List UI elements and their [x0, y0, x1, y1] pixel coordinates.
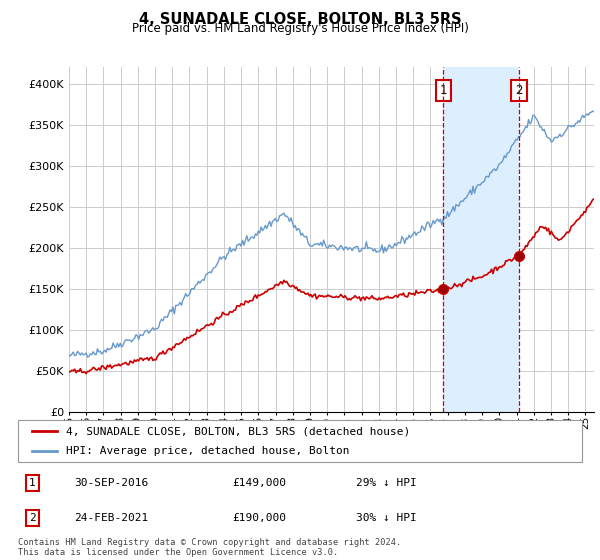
Text: 2: 2 [29, 513, 35, 523]
Text: £190,000: £190,000 [232, 513, 286, 523]
Text: 30-SEP-2016: 30-SEP-2016 [74, 478, 149, 488]
Text: 30% ↓ HPI: 30% ↓ HPI [356, 513, 417, 523]
Text: 4, SUNADALE CLOSE, BOLTON, BL3 5RS (detached house): 4, SUNADALE CLOSE, BOLTON, BL3 5RS (deta… [66, 426, 410, 436]
Text: 2: 2 [515, 83, 523, 97]
Text: £149,000: £149,000 [232, 478, 286, 488]
Text: 1: 1 [29, 478, 35, 488]
Text: Price paid vs. HM Land Registry's House Price Index (HPI): Price paid vs. HM Land Registry's House … [131, 22, 469, 35]
Text: 4, SUNADALE CLOSE, BOLTON, BL3 5RS: 4, SUNADALE CLOSE, BOLTON, BL3 5RS [139, 12, 461, 27]
Bar [443, 67, 519, 412]
Text: 24-FEB-2021: 24-FEB-2021 [74, 513, 149, 523]
Text: HPI: Average price, detached house, Bolton: HPI: Average price, detached house, Bolt… [66, 446, 349, 456]
Text: Contains HM Land Registry data © Crown copyright and database right 2024.
This d: Contains HM Land Registry data © Crown c… [18, 538, 401, 557]
Text: 29% ↓ HPI: 29% ↓ HPI [356, 478, 417, 488]
Text: 1: 1 [440, 83, 447, 97]
